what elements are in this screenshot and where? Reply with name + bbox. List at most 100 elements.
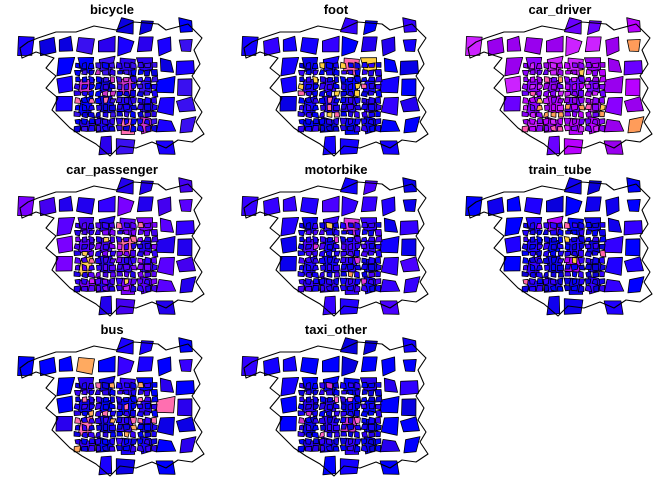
map-zone bbox=[101, 69, 110, 76]
map-zone bbox=[380, 256, 399, 276]
map-zone bbox=[584, 243, 592, 250]
map-zone bbox=[524, 37, 543, 55]
map-zone bbox=[347, 278, 354, 286]
map-zone bbox=[368, 416, 376, 425]
map-zone bbox=[325, 438, 333, 446]
map-zone bbox=[150, 444, 158, 453]
map-zone bbox=[332, 104, 340, 111]
map-zone bbox=[155, 76, 176, 94]
map-zone bbox=[56, 75, 73, 94]
map-zone bbox=[305, 389, 312, 396]
map-zone bbox=[144, 69, 151, 77]
map-zone bbox=[115, 221, 123, 229]
map-zone bbox=[282, 195, 298, 212]
map-zone bbox=[318, 417, 326, 425]
map-zone bbox=[521, 90, 530, 96]
map-zone bbox=[375, 395, 383, 403]
map-zone bbox=[144, 242, 151, 250]
map-zone bbox=[333, 446, 340, 452]
map-zone bbox=[326, 284, 333, 292]
map-zone bbox=[109, 396, 115, 403]
map-zone bbox=[333, 396, 339, 403]
map-panel: foot bbox=[241, 2, 429, 157]
map-zone bbox=[76, 357, 95, 375]
map-zone bbox=[592, 69, 599, 77]
map-zone bbox=[123, 77, 130, 83]
map-zone bbox=[73, 250, 82, 256]
map-zone bbox=[341, 36, 359, 57]
map-zone bbox=[110, 271, 117, 278]
map-zone bbox=[465, 36, 483, 56]
map-zone bbox=[95, 62, 102, 70]
map-zone bbox=[542, 257, 550, 265]
map-zone bbox=[94, 97, 102, 105]
map-zone bbox=[577, 257, 585, 264]
map-zone bbox=[360, 438, 368, 446]
map-zone bbox=[585, 97, 592, 104]
map-zone bbox=[300, 37, 319, 55]
map-zone bbox=[571, 250, 579, 258]
map-zone bbox=[263, 356, 281, 377]
map-zone bbox=[341, 356, 359, 377]
map-zone bbox=[591, 76, 599, 82]
map-zone bbox=[360, 118, 368, 126]
map-zone bbox=[571, 77, 578, 83]
map-zone bbox=[136, 263, 144, 271]
map-zone bbox=[549, 90, 557, 97]
map-zone bbox=[332, 402, 340, 410]
map-zone bbox=[116, 431, 124, 437]
map-zone bbox=[123, 250, 131, 258]
map-zone bbox=[151, 110, 157, 118]
map-zone bbox=[361, 229, 368, 235]
map-zone bbox=[593, 124, 600, 133]
map-zone bbox=[360, 263, 368, 271]
map-zone bbox=[400, 96, 420, 113]
map-zone bbox=[585, 257, 592, 264]
map-zone bbox=[319, 236, 327, 243]
region-outline bbox=[243, 181, 429, 317]
map-zone bbox=[367, 118, 374, 126]
map-zone bbox=[549, 118, 557, 126]
map-zone bbox=[75, 396, 81, 403]
map-zone bbox=[150, 83, 158, 91]
map-zone bbox=[144, 112, 152, 118]
map-zone bbox=[88, 410, 94, 417]
map-zone bbox=[325, 250, 333, 257]
map-zone bbox=[325, 278, 333, 286]
map-zone bbox=[124, 257, 130, 265]
map-zone bbox=[177, 238, 193, 257]
map-zone bbox=[603, 236, 624, 254]
map-zone bbox=[571, 242, 577, 251]
map-zone bbox=[598, 243, 606, 251]
map-zone bbox=[353, 257, 361, 264]
map-zone bbox=[312, 389, 319, 396]
map-zone bbox=[109, 126, 116, 132]
map-zone bbox=[74, 278, 81, 285]
map-zone bbox=[354, 264, 362, 271]
map-zone bbox=[557, 258, 565, 264]
map-zone bbox=[374, 403, 382, 411]
map-zone bbox=[88, 229, 95, 236]
map-zone bbox=[129, 97, 137, 104]
map-zone bbox=[340, 271, 348, 277]
map-zone bbox=[361, 389, 368, 395]
map-zone bbox=[150, 229, 158, 237]
map-zones bbox=[17, 177, 205, 317]
map-zone bbox=[536, 235, 543, 244]
map-zone bbox=[543, 62, 550, 70]
map-zone bbox=[108, 402, 116, 410]
map-zone bbox=[155, 396, 176, 414]
map-zone bbox=[144, 389, 151, 397]
map-zone bbox=[109, 90, 117, 97]
map-zone bbox=[557, 250, 565, 257]
map-zone bbox=[143, 76, 151, 82]
map-zone bbox=[74, 230, 82, 237]
map-zone bbox=[354, 118, 362, 126]
map-zone bbox=[98, 35, 116, 53]
map-zone bbox=[361, 417, 368, 424]
map-zone bbox=[563, 285, 571, 292]
map-zone bbox=[81, 431, 88, 439]
map-zone bbox=[176, 96, 196, 113]
map-zone bbox=[399, 220, 419, 236]
map-zone bbox=[556, 242, 564, 250]
